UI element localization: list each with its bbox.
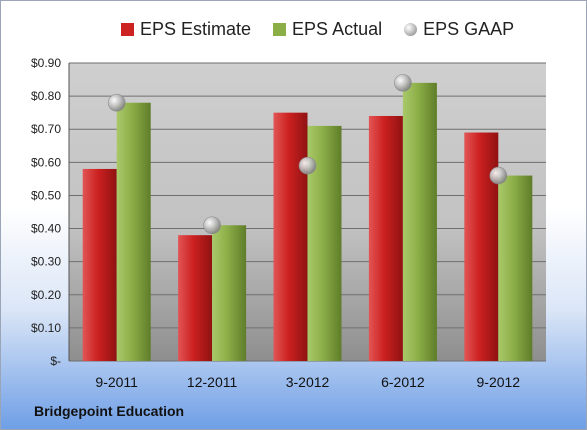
y-tick-label: $0.10	[31, 321, 61, 335]
y-tick-label: $0.50	[31, 188, 61, 202]
actual-bar	[116, 102, 151, 361]
legend: EPS Estimate EPS Actual EPS GAAP	[121, 19, 514, 40]
gaap-marker	[203, 216, 221, 235]
estimate-bar	[178, 235, 213, 361]
gaap-marker	[298, 156, 317, 175]
legend-swatch-gaap	[404, 23, 418, 36]
company-name: Bridgepoint Education	[34, 403, 185, 419]
x-tick-label: 3-2012	[286, 374, 330, 390]
y-axis-ticks: $- $0.10 $0.20 $0.30 $0.40 $0.50 $0.60 $0.70 $0.…	[31, 56, 61, 368]
legend-label-actual: EPS Actual	[292, 19, 383, 39]
x-tick-label: 12-2011	[187, 374, 238, 390]
y-tick-label: $0.70	[31, 122, 61, 136]
bars	[82, 82, 533, 362]
estimate-bar	[464, 132, 499, 361]
y-tick-label: $0.30	[31, 255, 61, 269]
y-tick-label: $0.90	[31, 56, 61, 70]
estimate-bar	[368, 115, 403, 361]
x-tick-label: 6-2012	[381, 374, 425, 390]
y-tick-label: $0.80	[31, 89, 61, 103]
legend-swatch-estimate	[121, 23, 134, 36]
actual-bar	[498, 175, 533, 361]
x-axis-ticks: 9-2011 12-2011 3-2012 6-2012 9-2012	[95, 374, 520, 390]
legend-swatch-actual	[273, 23, 287, 36]
y-tick-label: $-	[50, 354, 61, 368]
actual-bar	[402, 82, 437, 361]
estimate-bar	[82, 168, 117, 361]
gaap-marker	[489, 166, 508, 185]
actual-bar	[212, 225, 247, 361]
gaap-marker	[107, 93, 126, 112]
legend-item-gaap: EPS GAAP	[404, 19, 514, 40]
y-tick-label: $0.60	[31, 155, 61, 169]
x-tick-label: 9-2012	[477, 374, 521, 390]
legend-item-actual: EPS Actual	[273, 19, 382, 40]
legend-label-gaap: EPS GAAP	[423, 19, 515, 39]
x-tick-label: 9-2011	[95, 374, 138, 390]
legend-item-estimate: EPS Estimate	[121, 19, 251, 40]
gaap-marker	[394, 74, 412, 92]
y-tick-label: $0.20	[31, 288, 61, 302]
gaap-markers	[107, 74, 508, 235]
legend-label-estimate: EPS Estimate	[140, 19, 252, 39]
estimate-bar	[273, 112, 308, 362]
y-tick-label: $0.40	[31, 222, 61, 236]
